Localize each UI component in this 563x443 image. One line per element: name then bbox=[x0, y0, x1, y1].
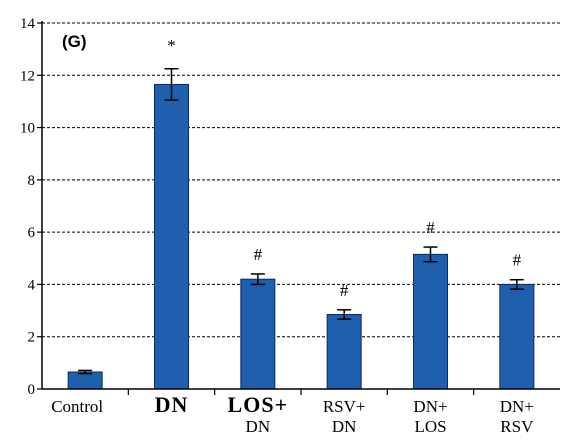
y-axis-ticks: 0 2 4 6 8 10 12 14 bbox=[20, 16, 42, 398]
x-category-label: RSV+ bbox=[323, 397, 366, 416]
y-tick-label: 14 bbox=[20, 16, 36, 32]
bar bbox=[154, 83, 189, 390]
bar bbox=[67, 371, 103, 390]
error-bars bbox=[78, 68, 524, 375]
significance-marker: # bbox=[340, 281, 349, 300]
y-tick-label: 6 bbox=[28, 225, 36, 241]
significance-markers: * # # # # bbox=[167, 36, 521, 300]
significance-marker: # bbox=[426, 218, 435, 237]
y-tick-label: 4 bbox=[28, 277, 36, 293]
y-tick-label: 10 bbox=[20, 121, 35, 137]
bars bbox=[67, 83, 535, 390]
significance-marker: # bbox=[513, 251, 522, 270]
bar bbox=[326, 313, 362, 390]
gridlines bbox=[42, 22, 560, 338]
y-tick-label: 0 bbox=[28, 382, 36, 398]
x-category-label: RSV bbox=[500, 417, 534, 436]
x-category-label: LOS+ bbox=[228, 392, 289, 417]
axes bbox=[41, 21, 560, 395]
x-category-label: DN+ bbox=[500, 397, 534, 416]
y-tick-label: 2 bbox=[28, 330, 36, 346]
significance-marker: * bbox=[167, 36, 176, 55]
x-category-label: DN bbox=[155, 392, 189, 417]
y-tick-label: 8 bbox=[28, 173, 36, 189]
bar bbox=[240, 278, 276, 390]
significance-marker: # bbox=[254, 245, 263, 264]
x-category-label: LOS bbox=[414, 417, 446, 436]
x-category-label: DN bbox=[332, 417, 357, 436]
x-category-label: DN bbox=[246, 417, 271, 436]
bar bbox=[413, 253, 448, 390]
bar bbox=[499, 283, 535, 390]
panel-label: (G) bbox=[62, 32, 87, 51]
x-category-label: DN+ bbox=[413, 397, 447, 416]
x-category-label: Control bbox=[51, 397, 103, 416]
y-tick-label: 12 bbox=[20, 68, 35, 84]
